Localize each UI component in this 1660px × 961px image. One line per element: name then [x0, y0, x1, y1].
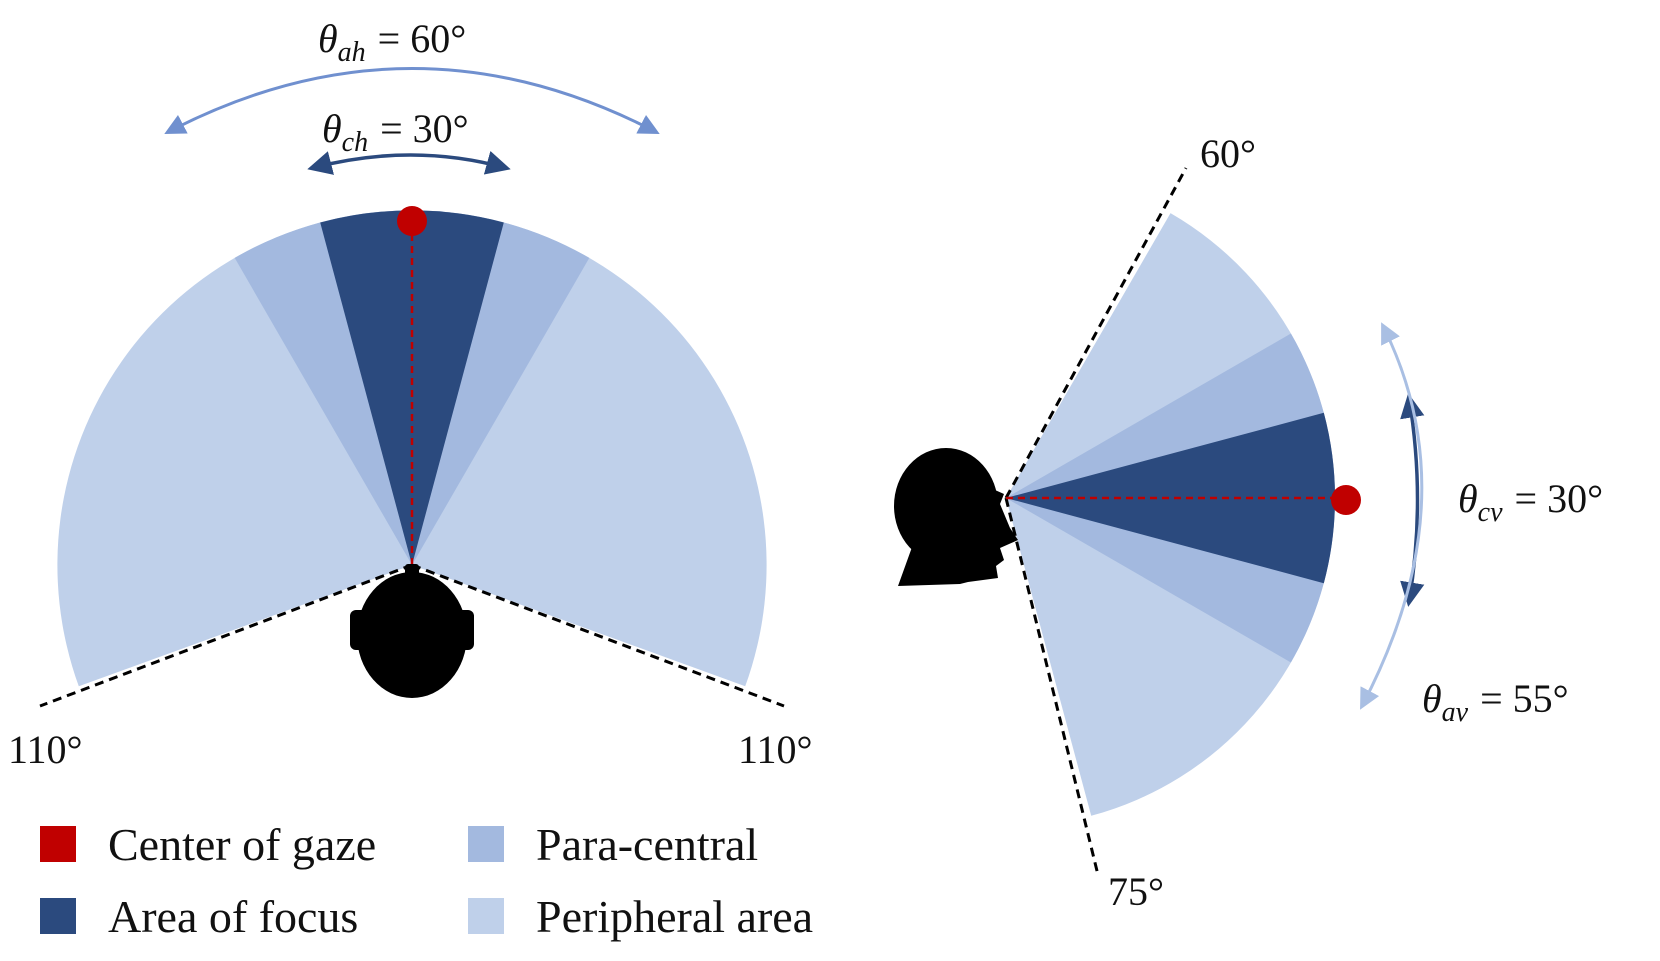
horizontal-right-boundary	[411, 563, 785, 708]
label-top-limit: 60°	[1200, 131, 1256, 176]
horizontal-area-of-focus	[320, 210, 504, 565]
arrow-ah	[164, 67, 660, 134]
arrow-ch	[307, 150, 511, 175]
label-theta-ch: θch = 30°	[322, 106, 469, 158]
label-left-limit: 110°	[8, 727, 83, 772]
vertical-center-of-gaze	[1331, 485, 1361, 515]
legend-label-peripheral-area: Peripheral area	[536, 891, 813, 942]
vertical-top-boundary	[1004, 167, 1188, 499]
horizontal-center-of-gaze	[397, 206, 427, 236]
legend: Center of gaze Para-central Area of focu…	[40, 819, 813, 942]
label-bottom-limit: 75°	[1108, 869, 1164, 914]
legend-label-center-of-gaze: Center of gaze	[108, 819, 376, 870]
vertical-bottom-boundary	[1004, 497, 1100, 876]
label-right-limit: 110°	[738, 727, 813, 772]
label-theta-ah: θah = 60°	[318, 16, 466, 68]
legend-swatch-para-central	[468, 826, 504, 862]
vertical-area-of-focus	[1006, 412, 1336, 584]
legend-label-para-central: Para-central	[536, 819, 758, 870]
label-theta-av: θav = 55°	[1422, 676, 1569, 728]
legend-swatch-area-of-focus	[40, 898, 76, 934]
horizontal-field	[39, 67, 785, 708]
legend-swatch-center-of-gaze	[40, 826, 76, 862]
vertical-field	[894, 167, 1425, 876]
label-theta-cv: θcv = 30°	[1458, 476, 1603, 528]
legend-label-area-of-focus: Area of focus	[108, 891, 358, 942]
horizontal-left-boundary	[39, 563, 413, 708]
arrow-av	[1360, 322, 1424, 710]
head-top-view-icon	[350, 564, 474, 698]
legend-swatch-peripheral-area	[468, 898, 504, 934]
head-side-view-icon	[894, 448, 1018, 586]
